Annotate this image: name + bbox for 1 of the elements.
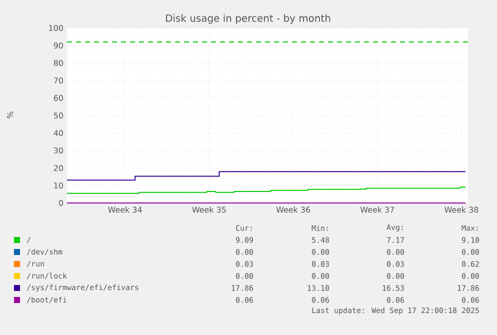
chart-title: Disk usage in percent - by month: [166, 14, 330, 24]
